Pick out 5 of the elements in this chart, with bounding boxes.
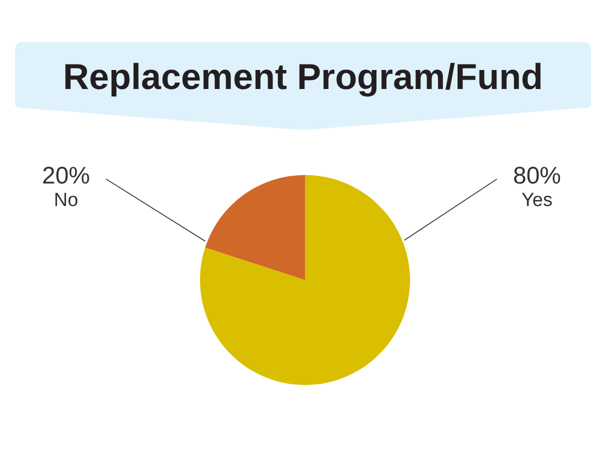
slice-label: No	[54, 190, 78, 211]
slice-label: Yes	[522, 190, 552, 211]
chart-title: Replacement Program/Fund	[62, 55, 544, 99]
data-label: 80%	[512, 162, 562, 190]
data-label: 20%	[42, 162, 90, 190]
